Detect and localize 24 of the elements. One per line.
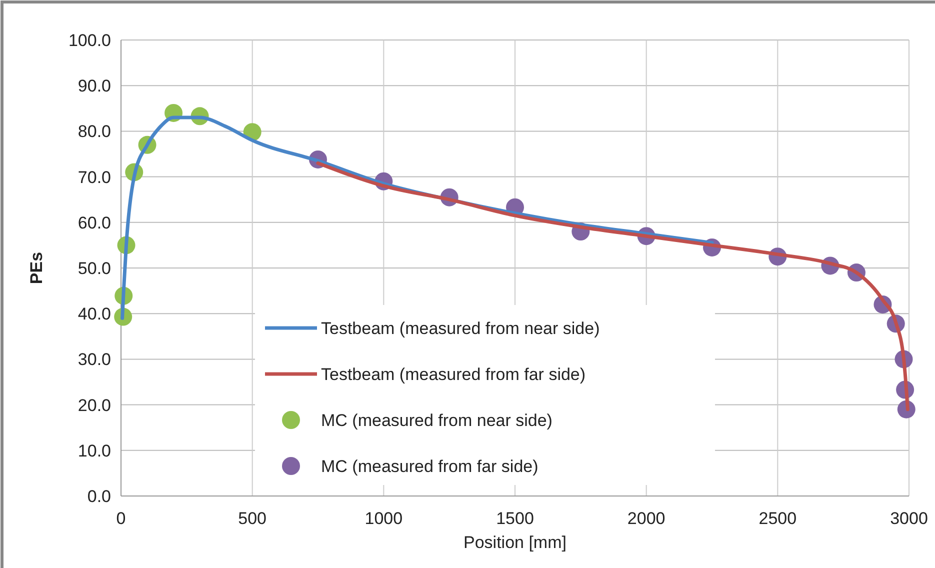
legend-label: MC (measured from near side) — [321, 410, 552, 430]
y-tick-label: 70.0 — [78, 168, 111, 187]
y-tick-label: 30.0 — [78, 350, 111, 370]
y-tick-label: 10.0 — [78, 441, 111, 460]
x-tick-label: 1500 — [496, 509, 534, 528]
legend-label: MC (measured from far side) — [321, 456, 538, 476]
y-tick-label: 40.0 — [78, 304, 111, 324]
y-tick-label: 0.0 — [87, 486, 111, 506]
y-tick-label: 90.0 — [78, 76, 111, 96]
legend-label: Testbeam (measured from near side) — [321, 318, 600, 338]
legend-label: Testbeam (measured from far side) — [321, 364, 586, 384]
x-tick-label: 2000 — [627, 509, 666, 528]
x-tick-label: 3000 — [890, 509, 928, 528]
y-tick-label: 80.0 — [78, 122, 111, 142]
x-axis-title: Position [mm] — [464, 533, 566, 552]
y-axis-title: PEs — [27, 252, 46, 284]
x-tick-label: 0 — [116, 509, 126, 528]
x-tick-label: 2500 — [758, 509, 797, 528]
y-tick-label: 60.0 — [78, 213, 111, 232]
y-tick-label: 100.0 — [68, 30, 111, 50]
x-tick-label: 500 — [238, 509, 267, 528]
x-tick-label: 1000 — [364, 509, 403, 528]
y-tick-label: 20.0 — [78, 396, 111, 415]
y-tick-label: 50.0 — [78, 258, 111, 278]
